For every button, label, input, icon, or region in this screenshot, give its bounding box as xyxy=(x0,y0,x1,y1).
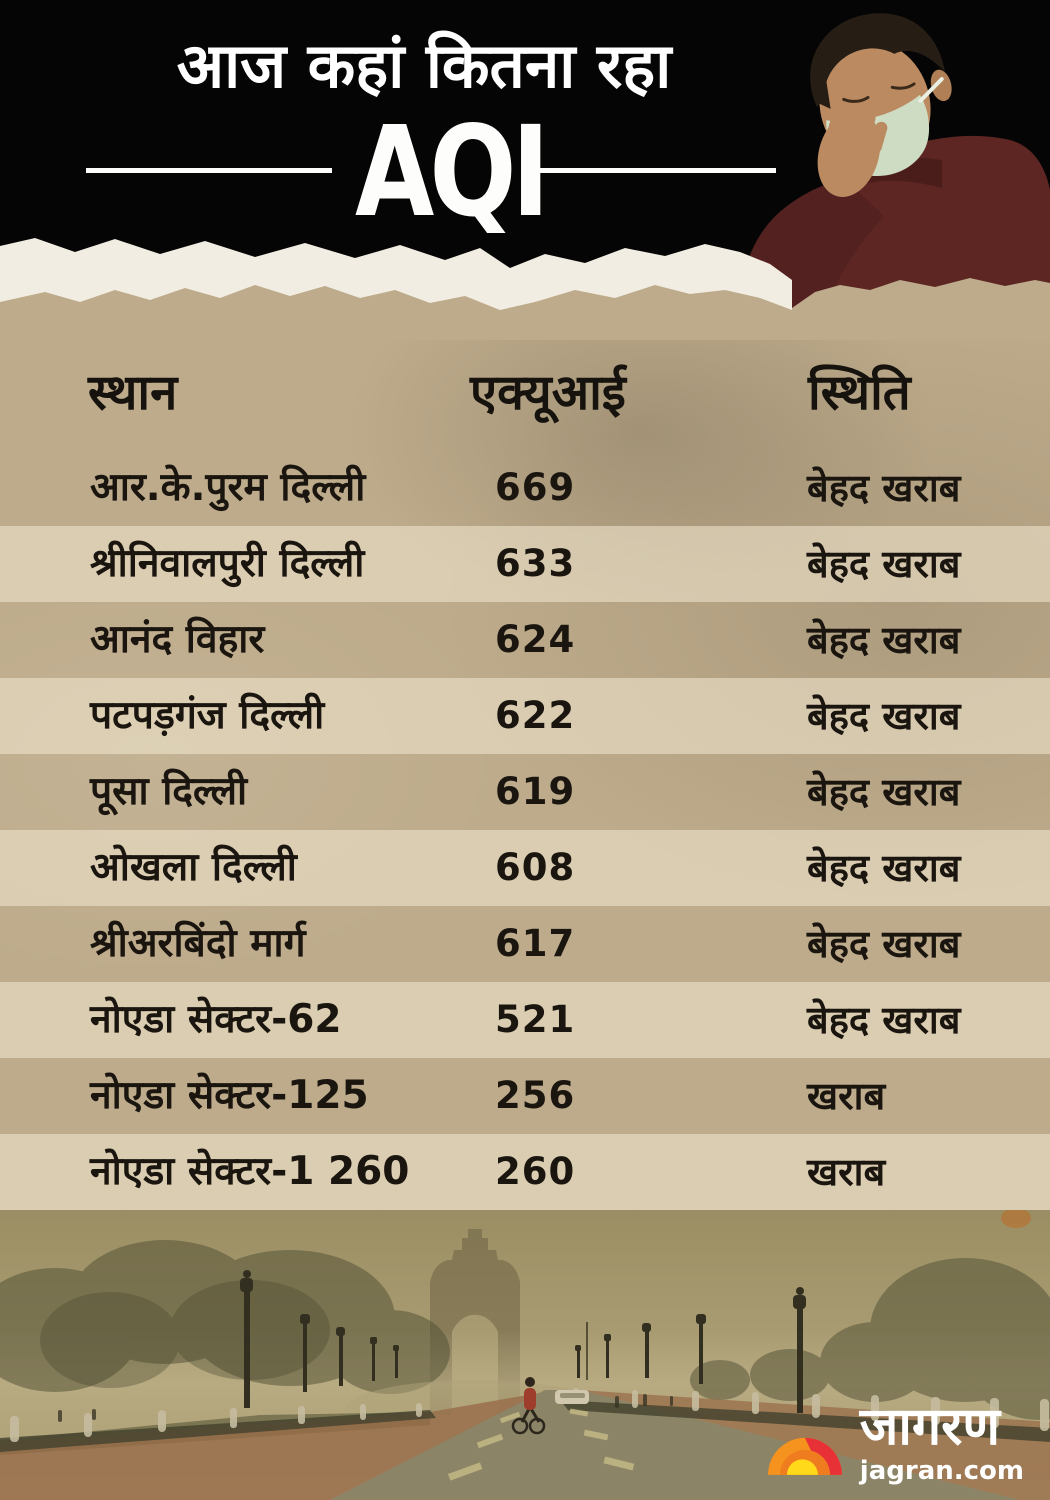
jagran-sun-icon xyxy=(767,1438,842,1476)
aqi-cell: 622 xyxy=(495,694,576,737)
table-row: आनंद विहार 624 बेहद खराब xyxy=(0,602,1050,678)
title-rule-right xyxy=(524,168,776,173)
status-cell: बेहद खराब xyxy=(807,922,961,966)
torn-paper-edge xyxy=(0,238,1050,342)
brand-url: jagran.com xyxy=(859,1456,1024,1486)
location-cell: आर.के.पुरम दिल्ली xyxy=(90,465,366,510)
table-row: श्रीअरबिंदो मार्ग 617 बेहद खराब xyxy=(0,906,1050,982)
status-cell: बेहद खराब xyxy=(807,466,961,510)
status-cell: बेहद खराब xyxy=(807,846,961,890)
aqi-cell: 633 xyxy=(495,542,576,585)
status-cell: बेहद खराब xyxy=(807,694,961,738)
location-cell: पूसा दिल्ली xyxy=(90,769,248,814)
table-row: नोएडा सेक्टर-1 260 260 खराब xyxy=(0,1134,1050,1210)
table-row: नोएडा सेक्टर-125 256 खराब xyxy=(0,1058,1050,1134)
column-header-aqi: एक्यूआई xyxy=(470,364,626,421)
location-cell: नोएडा सेक्टर-125 xyxy=(90,1073,369,1118)
table-row: पूसा दिल्ली 619 बेहद खराब xyxy=(0,754,1050,830)
status-cell: बेहद खराब xyxy=(807,618,961,662)
table-row: पटपड़गंज दिल्ली 622 बेहद खराब xyxy=(0,678,1050,754)
hero-section: आज कहां कितना रहा AQI xyxy=(0,0,1050,345)
aqi-cell: 624 xyxy=(495,618,576,661)
aqi-cell: 521 xyxy=(495,998,576,1041)
location-cell: नोएडा सेक्टर-62 xyxy=(90,997,342,1042)
aqi-table: स्थान एक्यूआई स्थिति आर.के.पुरम दिल्ली 6… xyxy=(0,340,1050,1210)
aqi-headline: AQI xyxy=(355,100,550,245)
aqi-cell: 260 xyxy=(495,1150,576,1193)
aqi-cell: 608 xyxy=(495,846,576,889)
location-cell: आनंद विहार xyxy=(90,617,265,662)
column-header-location: स्थान xyxy=(88,364,178,421)
brand-name: जागरण xyxy=(859,1396,1000,1457)
page-title: आज कहां कितना रहा xyxy=(176,29,672,102)
india-gate-smog-photo: जागरण jagran.com xyxy=(0,1210,1050,1500)
title-rule-left xyxy=(86,168,332,173)
status-cell: खराब xyxy=(807,1074,886,1118)
location-cell: श्रीअरबिंदो मार्ग xyxy=(90,921,306,966)
smog-scene-illustration xyxy=(0,1210,1050,1500)
table-row: आर.के.पुरम दिल्ली 669 बेहद खराब xyxy=(0,450,1050,526)
aqi-cell: 619 xyxy=(495,770,576,813)
location-cell: नोएडा सेक्टर-1 260 xyxy=(90,1149,410,1194)
location-cell: श्रीनिवालपुरी दिल्ली xyxy=(90,541,365,586)
location-cell: पटपड़गंज दिल्ली xyxy=(90,693,325,738)
coughing-man-photo xyxy=(737,13,1050,330)
table-row: ओखला दिल्ली 608 बेहद खराब xyxy=(0,830,1050,906)
aqi-cell: 256 xyxy=(495,1074,576,1117)
status-cell: बेहद खराब xyxy=(807,770,961,814)
table-header-row: स्थान एक्यूआई स्थिति xyxy=(0,358,1050,450)
status-cell: बेहद खराब xyxy=(807,998,961,1042)
status-cell: खराब xyxy=(807,1150,886,1194)
aqi-cell: 669 xyxy=(495,466,576,509)
table-row: श्रीनिवालपुरी दिल्ली 633 बेहद खराब xyxy=(0,526,1050,602)
jagran-logo: जागरण jagran.com xyxy=(762,1396,1024,1486)
location-cell: ओखला दिल्ली xyxy=(90,845,297,890)
cyclist-figure xyxy=(511,1377,546,1435)
table-row: नोएडा सेक्टर-62 521 बेहद खराब xyxy=(0,982,1050,1058)
column-header-status: स्थिति xyxy=(808,364,911,421)
aqi-cell: 617 xyxy=(495,922,576,965)
status-cell: बेहद खराब xyxy=(807,542,961,586)
